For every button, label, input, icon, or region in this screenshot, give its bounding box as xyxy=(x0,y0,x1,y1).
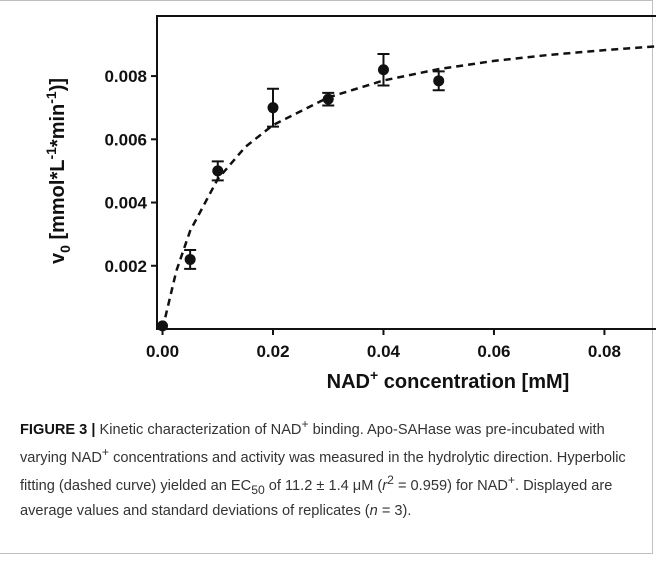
data-point xyxy=(157,320,169,332)
y-tick-label: 0.002 xyxy=(104,257,147,276)
plot-frame xyxy=(156,15,656,330)
y-title-part: -1 xyxy=(43,91,59,104)
x-tick-label: 0.04 xyxy=(367,342,401,361)
data-point xyxy=(433,75,445,87)
x-title-part: NAD xyxy=(327,371,370,393)
x-tick-label: 0.00 xyxy=(146,342,179,361)
caption-text: of 11.2 ± 1.4 μM ( xyxy=(264,477,383,494)
caption-text: = 3). xyxy=(377,503,412,520)
caption-text: 2 xyxy=(387,472,394,487)
data-point xyxy=(322,93,334,105)
figure: NAD+ concentration [mM] v0 [mmol*L-1*min… xyxy=(0,0,656,554)
y-title-part: v xyxy=(47,252,69,264)
caption-text: = 0.959) for NAD xyxy=(393,477,508,494)
y-title-part: )] xyxy=(47,78,69,91)
chart: NAD+ concentration [mM] v0 [mmol*L-1*min… xyxy=(43,15,656,393)
caption-text: binding. Apo-SAHase was pre-incubated wi… xyxy=(20,421,605,466)
caption-text: + xyxy=(101,444,110,459)
y-title-part: *min xyxy=(47,104,69,147)
caption-label: FIGURE 3 | xyxy=(20,421,96,438)
x-tick-label: 0.06 xyxy=(477,342,510,361)
data-point xyxy=(212,165,224,177)
x-title-part: concentration [mM] xyxy=(378,371,569,393)
data-point xyxy=(377,64,389,76)
data-point xyxy=(184,253,196,265)
y-title-part: [mmol*L xyxy=(47,160,69,246)
x-tick-label: 0.02 xyxy=(256,342,289,361)
caption-text: + xyxy=(301,417,309,431)
y-tick-label: 0.004 xyxy=(104,194,147,213)
y-tick-label: 0.008 xyxy=(104,67,147,86)
caption-text: 50 xyxy=(251,482,265,497)
x-axis-title: NAD+ concentration [mM] xyxy=(327,367,570,393)
data-point xyxy=(267,102,279,114)
caption-text: Kinetic characterization of NAD xyxy=(95,421,302,438)
caption-text: n xyxy=(369,503,378,520)
y-axis-title: v0 [mmol*L-1*min-1)] xyxy=(43,78,73,264)
y-title-part: 0 xyxy=(57,245,73,253)
fit-curve xyxy=(161,45,656,330)
x-title-part: + xyxy=(370,367,378,383)
y-title-part: -1 xyxy=(43,147,59,160)
caption-text: . Displayed are average values and stand… xyxy=(20,477,613,520)
x-tick-label: 0.08 xyxy=(588,342,621,361)
y-tick-label: 0.006 xyxy=(104,130,147,149)
caption: FIGURE 3 | Kinetic characterization of N… xyxy=(20,413,640,522)
caption-text: concentrations and activity was measured… xyxy=(20,449,626,494)
caption-text: + xyxy=(507,472,515,487)
caption-text: r xyxy=(382,477,388,494)
